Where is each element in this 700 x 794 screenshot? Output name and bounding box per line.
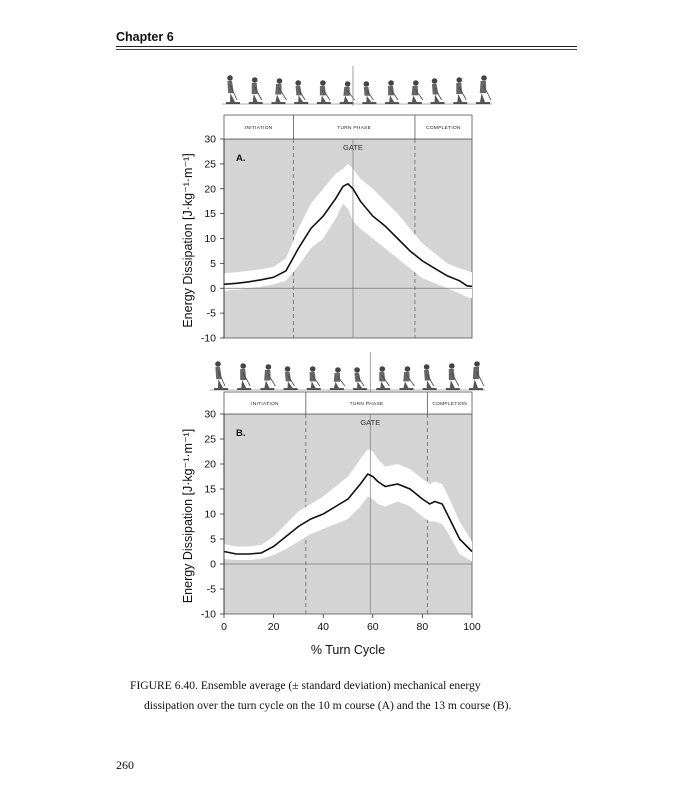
skier-silhouette-icon <box>453 77 468 104</box>
x-tick-label: 40 <box>317 621 329 633</box>
y-tick-label: 30 <box>204 134 216 146</box>
x-tick-label: 20 <box>268 621 280 633</box>
y-tick-label: 15 <box>204 484 216 496</box>
x-tick-label: 60 <box>367 621 379 633</box>
caption-line-2: dissipation over the turn cycle on the 1… <box>144 699 512 712</box>
y-axis-label: Energy Dissipation [J·kg⁻¹·m⁻¹] <box>181 429 195 603</box>
y-tick-label: 25 <box>204 434 216 446</box>
skier-silhouette-icon <box>294 80 309 104</box>
skier-silhouette-icon <box>214 361 228 390</box>
skier-silhouette-icon <box>271 78 287 104</box>
y-tick-label: -10 <box>201 333 216 345</box>
phase-label-completion: COMPLETION <box>426 125 461 131</box>
skier-silhouette-icon <box>422 364 437 390</box>
mean-series-line <box>223 472 473 555</box>
page-number: 260 <box>116 758 134 772</box>
y-tick-label: -10 <box>201 609 216 621</box>
caption-line-1: FIGURE 6.40. Ensemble average (± standar… <box>130 679 481 692</box>
mean-series-line <box>223 182 473 288</box>
y-tick-label: 15 <box>204 208 216 220</box>
y-tick-label: 0 <box>210 559 216 571</box>
header-rule <box>116 46 577 47</box>
skier-silhouette-icon <box>226 75 240 104</box>
skier-silhouette-icon <box>339 81 355 104</box>
y-tick-label: 20 <box>204 183 216 195</box>
y-tick-label: 5 <box>210 258 216 270</box>
y-tick-label: 25 <box>204 158 216 170</box>
x-tick-label: 100 <box>463 621 481 633</box>
skier-silhouette-icon <box>385 80 400 104</box>
y-tick-label: 10 <box>204 233 216 245</box>
skier-strip <box>222 66 492 106</box>
phase-band <box>223 114 473 140</box>
gate-label: GATE <box>343 143 363 152</box>
y-tick-label: 5 <box>210 534 216 546</box>
skier-silhouette-icon <box>362 81 377 104</box>
gate-label: GATE <box>360 418 380 427</box>
phase-band <box>223 391 473 415</box>
phase-label-initiation: INITIATION <box>251 401 279 407</box>
figure-caption: FIGURE 6.40. Ensemble average (± standar… <box>130 676 550 716</box>
skier-silhouette-icon <box>260 364 276 390</box>
phase-label-turn-phase: TURN PHASE <box>337 125 371 131</box>
x-tick-label: 80 <box>417 621 429 633</box>
skier-silhouette-icon <box>476 75 492 104</box>
x-axis-label: % Turn Cycle <box>311 643 385 657</box>
skier-silhouette-icon <box>376 366 391 390</box>
panel-label: B. <box>236 428 246 439</box>
skier-silhouette-icon <box>283 366 298 390</box>
x-tick-label: 0 <box>221 621 227 633</box>
y-tick-label: 10 <box>204 509 216 521</box>
y-tick-label: 30 <box>204 409 216 421</box>
chapter-header: Chapter 6 <box>116 30 174 44</box>
std-dev-band <box>224 449 472 562</box>
skier-silhouette-icon <box>306 366 321 390</box>
skier-silhouette-icon <box>399 366 415 390</box>
header-rule-thin <box>116 49 577 50</box>
skier-silhouette-icon <box>353 367 368 390</box>
phase-label-completion: COMPLETION <box>432 401 467 407</box>
skier-strip <box>210 352 485 392</box>
phase-label-initiation: INITIATION <box>245 125 273 131</box>
phase-label-turn-phase: TURN PHASE <box>350 401 384 407</box>
y-tick-label: -5 <box>207 584 216 596</box>
skier-silhouette-icon <box>469 361 485 390</box>
y-axis-label: Energy Dissipation [J·kg⁻¹·m⁻¹] <box>181 153 195 327</box>
skier-silhouette-icon <box>329 367 346 390</box>
skier-silhouette-icon <box>237 363 252 390</box>
skier-silhouette-icon <box>430 78 445 104</box>
skier-silhouette-icon <box>445 363 460 390</box>
y-tick-label: 0 <box>210 283 216 295</box>
std-dev-band <box>224 163 472 299</box>
panel-label: A. <box>236 153 246 164</box>
y-tick-label: -5 <box>207 308 216 320</box>
y-tick-label: 20 <box>204 459 216 471</box>
chart-panel-a: INITIATION TURN PHASE COMPLETION GATE A. -10 -… <box>181 66 492 345</box>
skier-silhouette-icon <box>316 80 331 104</box>
skier-silhouette-icon <box>248 77 263 104</box>
skier-silhouette-icon <box>407 80 424 104</box>
chart-panel-b: INITIATION TURN PHASE COMPLETION GATE B. -10 -… <box>181 352 485 657</box>
